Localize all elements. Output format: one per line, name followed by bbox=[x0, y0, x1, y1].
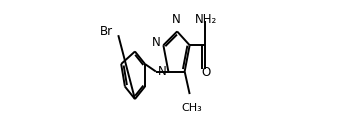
Text: N: N bbox=[151, 36, 160, 49]
Text: CH₃: CH₃ bbox=[182, 103, 202, 113]
Text: O: O bbox=[201, 66, 211, 79]
Text: N: N bbox=[172, 13, 180, 26]
Text: Br: Br bbox=[100, 25, 113, 38]
Text: N: N bbox=[158, 65, 166, 78]
Text: NH₂: NH₂ bbox=[195, 13, 217, 26]
